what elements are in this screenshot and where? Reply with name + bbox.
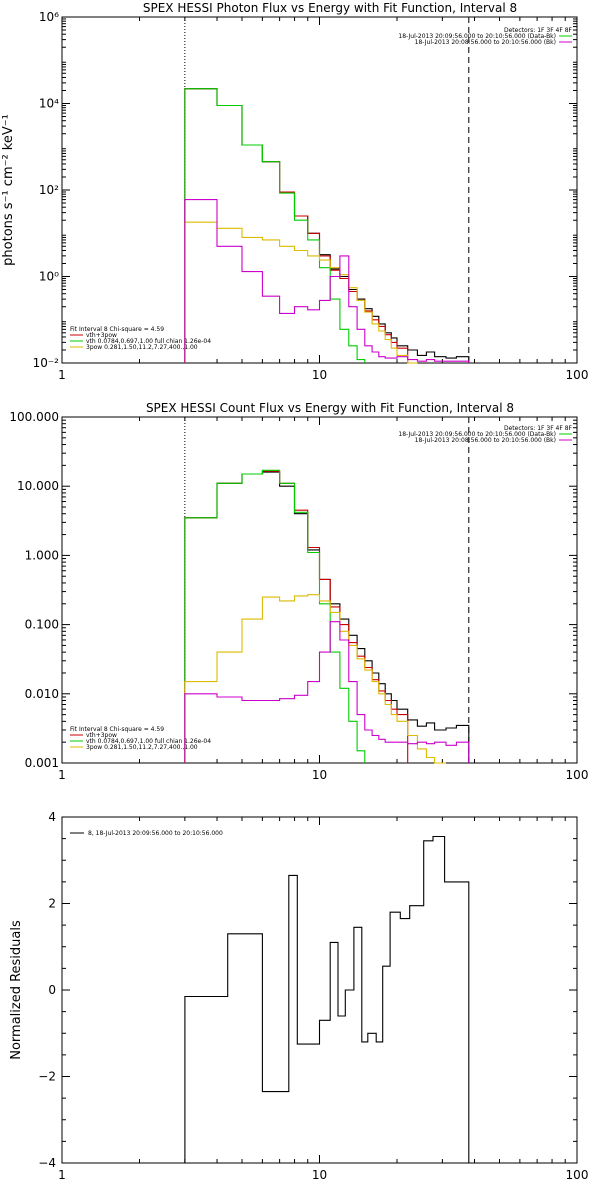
series-2-step-line: [184, 88, 366, 363]
count-title: SPEX HESSI Count Flux vs Energy with Fit…: [146, 401, 514, 415]
residuals-legend-label: 8, 18-Jul-2013 20:09:56.000 to 20:10:56.…: [88, 830, 223, 837]
y-tick-label: 100.000: [9, 410, 59, 424]
y-tick-label: 10⁴: [39, 97, 59, 111]
x-tick-label: 1: [58, 768, 66, 782]
series-0-step-line: [184, 471, 470, 763]
residuals-panel: Normalized Residuals 8, 18-Jul-2013 20:0…: [9, 810, 588, 1182]
y-tick-label: 10⁻²: [33, 356, 60, 370]
photon-title: SPEX HESSI Photon Flux vs Energy with Fi…: [143, 1, 517, 15]
x-tick-label: 1: [58, 368, 66, 382]
count-detector-line-3: 18-Jul-2013 20:08:56.000 to 20:10:56.000…: [415, 437, 556, 444]
x-tick-label: 100: [566, 768, 589, 782]
photon-plot-frame: [61, 16, 578, 364]
series-4-step-line: [184, 621, 470, 763]
count-detector-line-1: Detectors: 1F 3F 4F 8F: [504, 425, 573, 432]
y-tick-label: 10⁶: [39, 10, 59, 24]
count-flux-panel: SPEX HESSI Count Flux vs Energy with Fit…: [9, 401, 588, 782]
photon-detector-line-2: 18-Jul-2013 20:09:56.000 to 20:10:56.000…: [398, 33, 556, 40]
count-detector-line-2: 18-Jul-2013 20:09:56.000 to 20:10:56.000…: [398, 431, 556, 438]
series-0-step-line: [184, 835, 470, 1163]
photon-flux-panel: SPEX HESSI Photon Flux vs Energy with Fi…: [1, 1, 588, 382]
photon-detector-line-3: 18-Jul-2013 20:08:56.000 to 20:10:56.000…: [415, 39, 556, 46]
x-tick-label: 10: [312, 368, 327, 382]
series-3-step-line: [184, 221, 418, 364]
y-tick-label: 10²: [39, 183, 59, 197]
y-tick-label: 4: [48, 810, 56, 824]
y-tick-label: −2: [38, 1070, 56, 1084]
series-1-step-line: [184, 88, 409, 363]
photon-fit-line-1: Fit Interval 8 Chi-square = 4.59: [70, 326, 164, 333]
x-tick-label: 10: [312, 1168, 327, 1182]
y-tick-label: 10.000: [17, 479, 59, 493]
y-tick-label: 0.100: [25, 618, 59, 632]
photon-ylabel: photons s⁻¹ cm⁻² keV⁻¹: [1, 114, 16, 266]
x-tick-label: 100: [566, 368, 589, 382]
photon-detector-line-1: Detectors: 1F 3F 4F 8F: [504, 27, 573, 34]
x-tick-label: 100: [566, 1168, 589, 1182]
series-4-step-line: [184, 199, 470, 363]
y-tick-label: −4: [38, 1156, 56, 1170]
series-2-step-line: [184, 469, 366, 763]
photon-fit-line-2: vth+3pow: [86, 332, 117, 339]
count-fit-line-1: Fit Interval 8 Chi-square = 4.59: [70, 726, 164, 733]
residuals-ylabel: Normalized Residuals: [9, 920, 24, 1060]
y-tick-label: 0.010: [25, 687, 59, 701]
x-tick-label: 1: [58, 1168, 66, 1182]
photon-fit-line-3: vth 0.0784,0.697,1.00 full chian 1.26e-0…: [86, 338, 211, 345]
y-tick-label: 0.001: [25, 756, 59, 770]
count-fit-line-2: vth+3pow: [86, 732, 117, 739]
y-tick-label: 1.000: [25, 548, 59, 562]
photon-fit-line-4: 3pow 0.281,1.50,11.2,7.27,400.,1.00: [86, 344, 198, 351]
residuals-plot-frame: [61, 816, 578, 1164]
series-3-step-line: [184, 594, 446, 764]
y-tick-label: 2: [48, 897, 56, 911]
count-fit-line-4: 3pow 0.281,1.50,11.2,7.27,400.,1.00: [86, 744, 198, 751]
series-0-step-line: [184, 88, 470, 363]
series-1-step-line: [184, 470, 409, 763]
y-tick-label: 0: [48, 983, 56, 997]
count-fit-line-3: vth 0.0784,0.697,1.00 full chian 1.26e-0…: [86, 738, 211, 745]
y-tick-label: 10⁰: [39, 270, 59, 284]
x-tick-label: 10: [312, 768, 327, 782]
